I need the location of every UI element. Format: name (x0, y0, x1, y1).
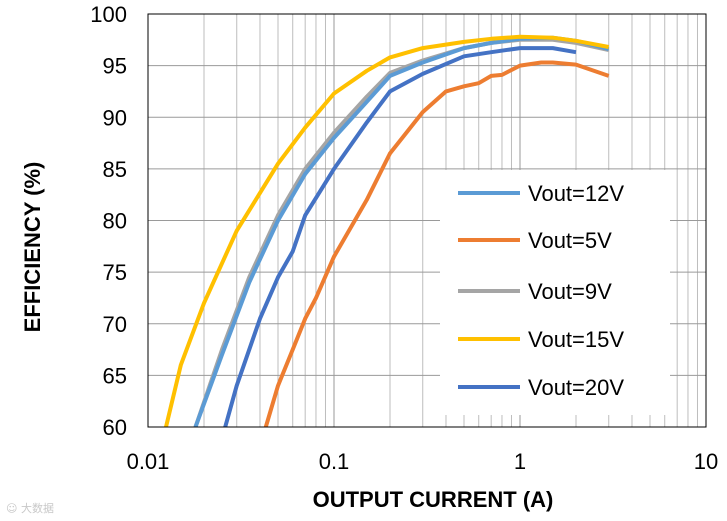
x-tick-label: 1 (514, 449, 526, 474)
series-line-vout-20v (223, 46, 577, 427)
plot-frame (147, 13, 707, 428)
y-tick-label: 90 (103, 105, 127, 130)
legend: Vout=12V Vout=5V Vout=9V Vout=15V Vout=20V (440, 170, 670, 415)
legend-label: Vout=5V (528, 228, 612, 253)
x-tick-labels: 0.01 0.1 1 10 (127, 449, 719, 474)
y-tick-label: 75 (103, 260, 127, 285)
x-tick-label: 0.01 (127, 449, 170, 474)
legend-label: Vout=9V (528, 279, 612, 304)
series-line-vout-5v (263, 60, 610, 427)
y-tick-label: 65 (103, 363, 127, 388)
y-tick-label: 80 (103, 209, 127, 234)
x-axis-title: OUTPUT CURRENT (A) (313, 487, 554, 512)
watermark: ☺ 大数据 (6, 501, 54, 515)
y-tick-labels: 60 65 70 75 80 85 90 95 100 (90, 2, 127, 440)
x-tick-label: 0.1 (319, 449, 350, 474)
y-tick-label: 70 (103, 312, 127, 337)
x-tick-label: 10 (694, 449, 718, 474)
y-tick-label: 85 (103, 157, 127, 182)
legend-label: Vout=20V (528, 375, 624, 400)
y-tick-label: 60 (103, 415, 127, 440)
series-line-vout-15v (164, 34, 610, 427)
legend-label: Vout=12V (528, 181, 624, 206)
y-tick-label: 100 (90, 2, 127, 27)
legend-label: Vout=15V (528, 327, 624, 352)
svg-text:☺ 大数据: ☺ 大数据 (6, 501, 54, 515)
y-axis-title: EFFICIENCY (%) (20, 162, 45, 333)
y-tick-label: 95 (103, 54, 127, 79)
plot-lines (164, 34, 610, 427)
